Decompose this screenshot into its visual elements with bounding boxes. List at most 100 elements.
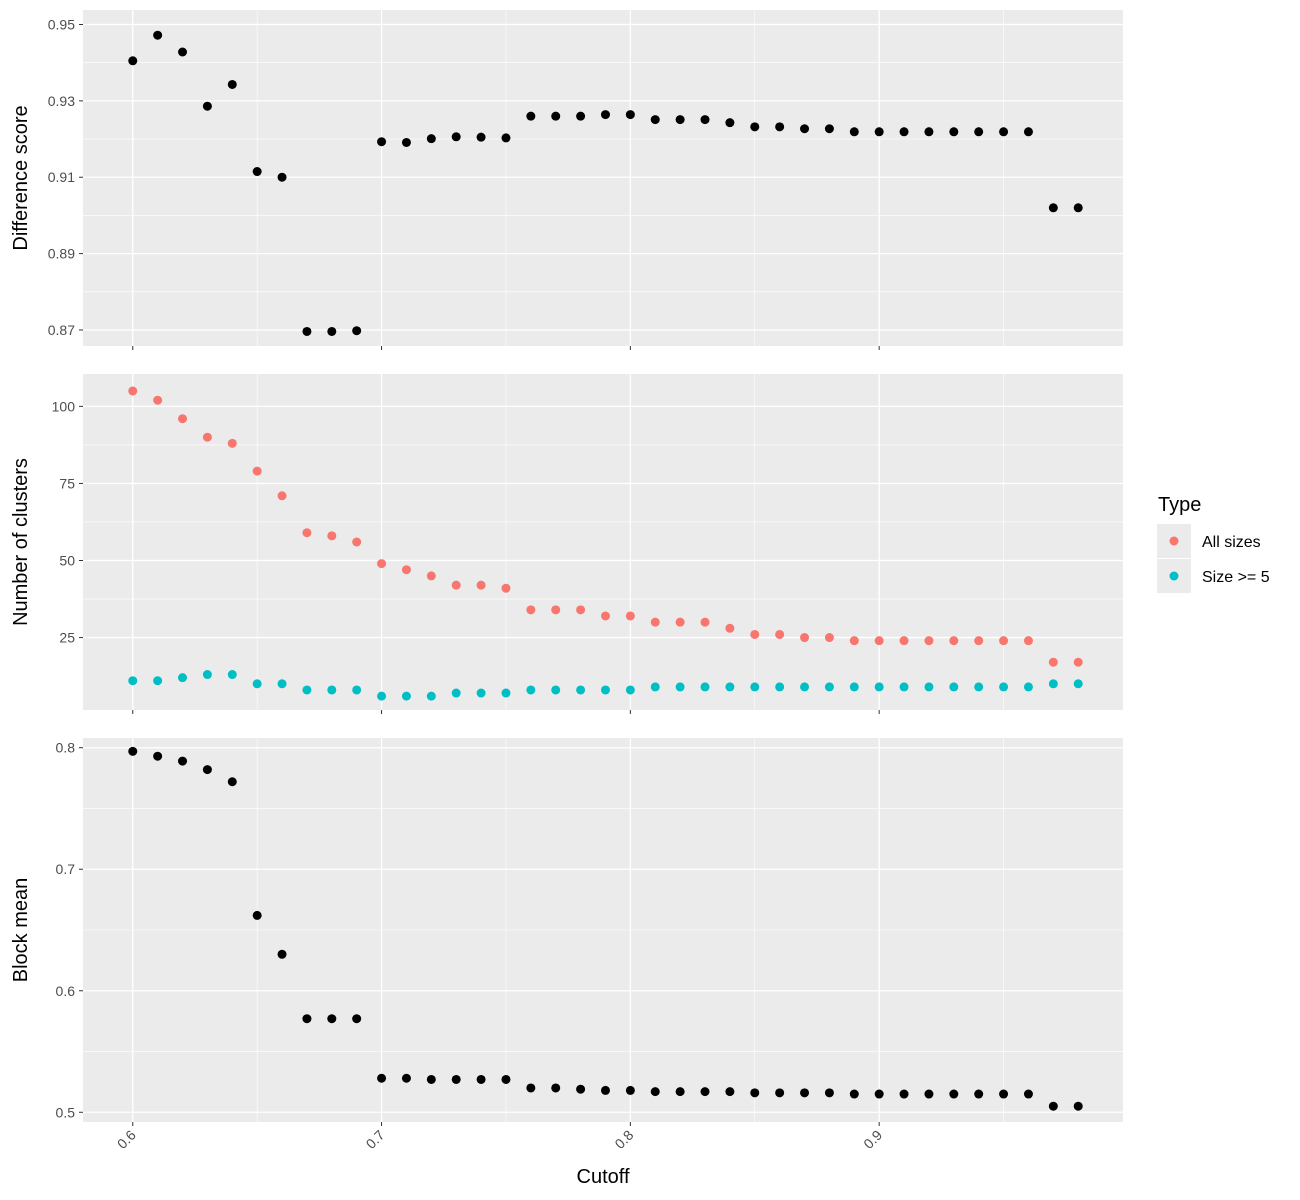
- data-point-all-sizes: [874, 636, 884, 646]
- data-point-size-5: [1048, 679, 1058, 689]
- data-point-blockmean: [899, 1089, 909, 1099]
- y-tick-label: 0.87: [48, 322, 75, 338]
- data-point-all-sizes: [650, 617, 660, 627]
- data-point-blockmean: [202, 765, 212, 775]
- data-point-size-5: [526, 685, 536, 695]
- legend-title: Type: [1158, 494, 1201, 516]
- data-point-all-sizes: [526, 605, 536, 615]
- data-point-difference: [476, 132, 486, 142]
- data-point-blockmean: [501, 1074, 511, 1084]
- data-point-size-5: [128, 676, 138, 686]
- data-point-blockmean: [999, 1089, 1009, 1099]
- data-point-size-5: [277, 679, 287, 689]
- data-point-difference: [974, 127, 984, 137]
- data-point-size-5: [999, 682, 1009, 692]
- data-point-all-sizes: [227, 438, 237, 448]
- data-point-all-sizes: [924, 636, 934, 646]
- data-point-size-5: [775, 682, 785, 692]
- data-point-size-5: [252, 679, 262, 689]
- data-point-difference: [526, 111, 536, 121]
- data-point-difference: [650, 115, 660, 125]
- data-point-difference: [899, 127, 909, 137]
- data-point-size-5: [153, 676, 163, 686]
- data-point-blockmean: [302, 1014, 312, 1024]
- y-tick-label: 75: [59, 475, 75, 491]
- data-point-difference: [924, 127, 934, 137]
- data-point-difference: [252, 167, 262, 177]
- data-point-blockmean: [849, 1089, 859, 1099]
- data-point-all-sizes: [302, 528, 312, 538]
- data-point-all-sizes: [1023, 636, 1033, 646]
- data-point-size-5: [377, 691, 387, 701]
- y-tick-label: 0.89: [48, 246, 75, 262]
- data-point-difference: [576, 111, 586, 121]
- data-point-blockmean: [252, 910, 262, 920]
- data-point-blockmean: [725, 1087, 735, 1097]
- data-point-difference: [949, 127, 959, 137]
- data-point-all-sizes: [252, 466, 262, 476]
- data-point-all-sizes: [750, 629, 760, 639]
- y-axis-title: Number of clusters: [10, 458, 32, 626]
- data-point-all-sizes: [377, 559, 387, 569]
- data-point-all-sizes: [700, 617, 710, 627]
- data-point-blockmean: [401, 1073, 411, 1083]
- data-point-blockmean: [277, 949, 287, 959]
- data-point-blockmean: [974, 1089, 984, 1099]
- y-axis-title: Block mean: [10, 878, 32, 983]
- data-point-difference: [327, 326, 337, 336]
- data-point-size-5: [700, 682, 710, 692]
- x-tick-labels: 0.6 0.7 0.8 0.9: [114, 1127, 886, 1152]
- data-point-size-5: [576, 685, 586, 695]
- data-point-all-sizes: [725, 623, 735, 633]
- data-point-all-sizes: [277, 491, 287, 501]
- data-point-all-sizes: [1048, 657, 1058, 667]
- data-point-size-5: [476, 688, 486, 698]
- data-point-size-5: [352, 685, 362, 695]
- data-point-blockmean: [227, 777, 237, 787]
- data-point-size-5: [327, 685, 337, 695]
- data-point-size-5: [849, 682, 859, 692]
- data-point-difference: [377, 137, 387, 147]
- data-point-size-5: [178, 673, 188, 683]
- data-point-all-sizes: [899, 636, 909, 646]
- data-point-size-5: [800, 682, 810, 692]
- panel-blockmean: 0.5 0.6 0.7 0.8 Block mean: [10, 738, 1123, 1126]
- data-point-blockmean: [476, 1074, 486, 1084]
- data-point-size-5: [899, 682, 909, 692]
- data-point-all-sizes: [551, 605, 561, 615]
- data-point-difference: [1023, 127, 1033, 137]
- data-point-all-sizes: [426, 571, 436, 581]
- data-point-difference: [800, 124, 810, 134]
- data-point-blockmean: [576, 1084, 586, 1094]
- data-point-size-5: [874, 682, 884, 692]
- data-point-all-sizes: [178, 414, 188, 424]
- data-point-blockmean: [1073, 1101, 1083, 1111]
- data-point-blockmean: [526, 1083, 536, 1093]
- y-tick-label: 0.8: [56, 740, 76, 756]
- y-tick-label: 0.5: [56, 1104, 76, 1120]
- data-point-size-5: [949, 682, 959, 692]
- y-tick-label: 0.95: [48, 17, 75, 33]
- data-point-all-sizes: [800, 633, 810, 643]
- data-point-difference: [178, 47, 188, 57]
- data-point-difference: [426, 134, 436, 144]
- y-tick-label: 0.7: [56, 861, 76, 877]
- data-point-size-5: [1023, 682, 1033, 692]
- data-point-difference: [675, 115, 685, 125]
- data-point-difference: [750, 122, 760, 132]
- y-tick-label: 0.91: [48, 169, 75, 185]
- panel-clusters: 25 50 75 100 Number of clusters: [10, 374, 1123, 714]
- y-tick-label: 100: [52, 398, 76, 414]
- legend-label-size-ge-5: Size >= 5: [1202, 569, 1270, 586]
- data-point-difference: [153, 30, 163, 40]
- data-point-size-5: [675, 682, 685, 692]
- data-point-difference: [775, 122, 785, 132]
- panel-background: [83, 10, 1123, 346]
- data-point-difference: [401, 137, 411, 147]
- data-point-all-sizes: [401, 565, 411, 575]
- data-point-difference: [999, 127, 1009, 137]
- data-point-blockmean: [924, 1089, 934, 1099]
- data-point-all-sizes: [949, 636, 959, 646]
- data-point-blockmean: [426, 1074, 436, 1084]
